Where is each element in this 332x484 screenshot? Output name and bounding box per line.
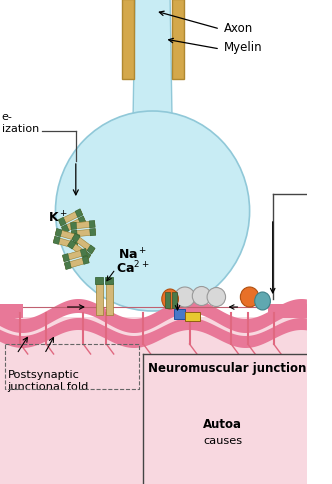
Polygon shape [58, 210, 83, 226]
Polygon shape [62, 217, 86, 233]
Bar [105, 277, 113, 285]
Polygon shape [82, 257, 89, 265]
Bar [172, 0, 184, 80]
Ellipse shape [255, 292, 270, 310]
Polygon shape [71, 231, 77, 238]
Bar [106, 284, 113, 316]
Bar [268, 304, 307, 318]
Polygon shape [0, 300, 307, 333]
Polygon shape [62, 254, 69, 262]
Polygon shape [71, 223, 77, 230]
Polygon shape [71, 222, 95, 230]
Bar [174, 309, 185, 319]
Text: Neuromuscular junction: Neuromuscular junction [148, 361, 306, 374]
Ellipse shape [162, 289, 178, 309]
Polygon shape [67, 241, 76, 250]
Ellipse shape [240, 287, 259, 307]
Polygon shape [78, 216, 86, 226]
Text: Myelin: Myelin [224, 42, 262, 54]
Text: Na$^+$: Na$^+$ [118, 247, 147, 262]
Ellipse shape [175, 287, 195, 307]
Polygon shape [53, 237, 78, 250]
Polygon shape [62, 249, 87, 262]
Ellipse shape [55, 112, 250, 311]
Polygon shape [75, 209, 83, 218]
Ellipse shape [192, 287, 211, 306]
Bar [96, 284, 103, 316]
Polygon shape [68, 241, 91, 261]
Bar [185, 312, 200, 321]
Polygon shape [80, 249, 87, 257]
Bar [122, 0, 134, 80]
Bar [0, 304, 23, 318]
Polygon shape [90, 229, 96, 236]
Text: Axon: Axon [224, 21, 253, 34]
Text: Autoa: Autoa [204, 417, 242, 430]
Text: junctional fold: junctional fold [7, 381, 89, 391]
Polygon shape [87, 245, 95, 255]
Bar [165, 292, 170, 308]
Text: e-: e- [2, 112, 13, 122]
Polygon shape [71, 242, 78, 250]
Polygon shape [71, 229, 96, 238]
Polygon shape [133, 0, 172, 115]
Polygon shape [53, 237, 60, 245]
Polygon shape [64, 262, 71, 270]
Polygon shape [73, 234, 80, 242]
Text: Postsynaptic: Postsynaptic [7, 369, 79, 379]
Polygon shape [55, 229, 80, 242]
Polygon shape [72, 234, 80, 243]
Text: K$^+$: K$^+$ [48, 210, 68, 225]
Text: causes: causes [204, 435, 242, 445]
Polygon shape [61, 225, 69, 234]
Bar [172, 292, 177, 308]
Polygon shape [58, 218, 66, 227]
Text: ization: ization [2, 124, 39, 134]
Polygon shape [64, 257, 89, 270]
Polygon shape [0, 318, 307, 348]
Ellipse shape [207, 288, 225, 307]
Text: Ca$^{2+}$: Ca$^{2+}$ [116, 259, 149, 276]
Polygon shape [83, 252, 91, 261]
Polygon shape [55, 229, 62, 237]
Bar [0, 318, 307, 484]
Polygon shape [72, 234, 95, 254]
Polygon shape [89, 221, 95, 228]
Bar [95, 277, 103, 285]
